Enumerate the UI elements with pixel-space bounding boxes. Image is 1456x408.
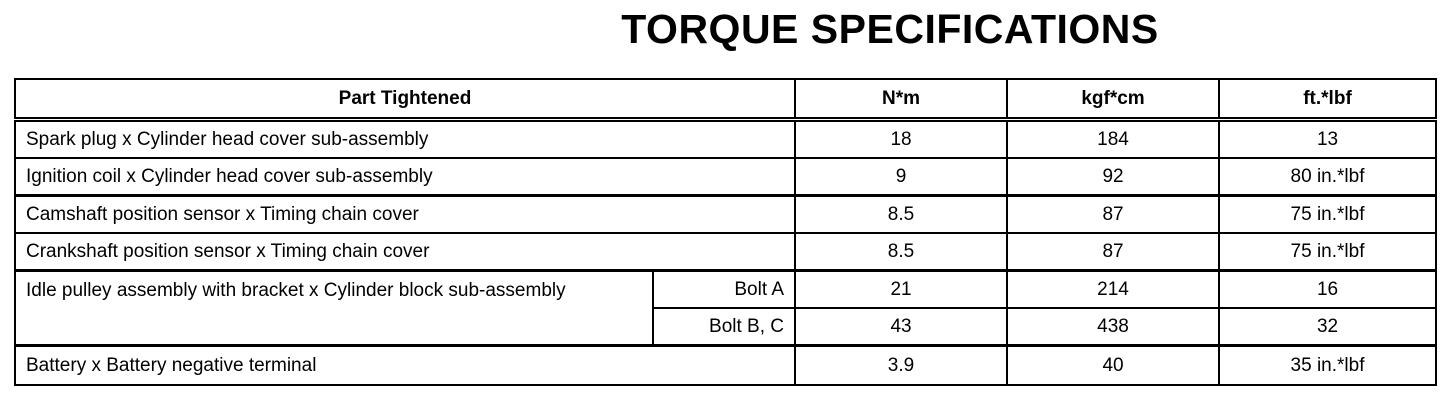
part-cell: Crankshaft position sensor x Timing chai… [13, 232, 797, 272]
ftlbf-cell: 16 [1218, 269, 1438, 309]
table-row: Spark plug x Cylinder head cover sub-ass… [13, 118, 1438, 159]
table-row: Bolt B, C 43 438 32 [15, 307, 1438, 347]
nm-cell: 21 [794, 269, 1009, 309]
part-cell: Idle pulley assembly with bracket x Cyli… [14, 269, 654, 347]
table-row: Battery x Battery negative terminal 3.9 … [13, 344, 1438, 386]
nm-cell: 43 [794, 307, 1009, 347]
kgfcm-cell: 87 [1006, 194, 1221, 234]
nm-cell: 9 [794, 157, 1009, 197]
part-cell: Camshaft position sensor x Timing chain … [13, 194, 797, 234]
header-part-tightened: Part Tightened [13, 78, 797, 121]
bolt-cell: Bolt A [651, 269, 797, 309]
table-row: Idle pulley assembly with bracket x Cyli… [14, 269, 1438, 347]
ftlbf-cell: 35 in.*lbf [1218, 344, 1438, 386]
table-row: Crankshaft position sensor x Timing chai… [13, 232, 1438, 272]
part-cell: Ignition coil x Cylinder head cover sub-… [13, 157, 797, 197]
kgfcm-cell: 92 [1006, 157, 1221, 197]
header-ftlbf: ft.*lbf [1218, 78, 1438, 121]
kgfcm-cell: 438 [1006, 307, 1221, 347]
ftlbf-cell: 32 [1218, 307, 1438, 347]
header-nm: N*m [794, 78, 1009, 121]
table-row: Camshaft position sensor x Timing chain … [13, 194, 1438, 234]
kgfcm-cell: 184 [1006, 118, 1221, 159]
nm-cell: 8.5 [794, 232, 1009, 272]
torque-specifications-table: Part Tightened N*m kgf*cm ft.*lbf Spark … [13, 78, 1438, 386]
ftlbf-cell: 75 in.*lbf [1218, 194, 1438, 234]
table-row: Ignition coil x Cylinder head cover sub-… [13, 157, 1438, 197]
kgfcm-cell: 40 [1006, 344, 1221, 386]
nm-cell: 18 [794, 118, 1009, 159]
nm-cell: 8.5 [794, 194, 1009, 234]
part-cell: Spark plug x Cylinder head cover sub-ass… [13, 118, 797, 159]
ftlbf-cell: 75 in.*lbf [1218, 232, 1438, 272]
nm-cell: 3.9 [794, 344, 1009, 386]
kgfcm-cell: 214 [1006, 269, 1221, 309]
ftlbf-cell: 13 [1218, 118, 1438, 159]
kgfcm-cell: 87 [1006, 232, 1221, 272]
part-cell: Battery x Battery negative terminal [13, 344, 797, 386]
ftlbf-cell: 80 in.*lbf [1218, 157, 1438, 197]
bolt-cell: Bolt B, C [651, 307, 797, 347]
header-kgfcm: kgf*cm [1006, 78, 1221, 121]
table-header-row: Part Tightened N*m kgf*cm ft.*lbf [13, 78, 1438, 121]
page-title: TORQUE SPECIFICATIONS [621, 6, 1159, 52]
